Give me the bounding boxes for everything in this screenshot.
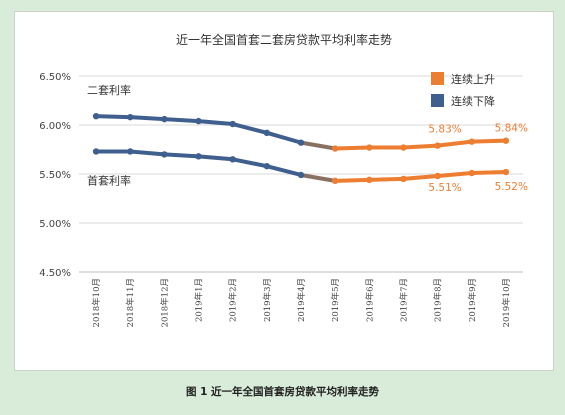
line-chart: 近一年全国首套二套房贷款平均利率走势 6.50% 6.00% 5.50% 5.00% 4… [39, 32, 528, 327]
data-point [127, 148, 134, 155]
x-tick-label: 2018年12月 [159, 278, 170, 327]
data-point [366, 144, 373, 151]
x-tick-label: 2019年8月 [433, 278, 444, 322]
series-line-up-first-home [333, 170, 508, 183]
x-tick-label: 2018年11月 [125, 278, 136, 327]
data-point [400, 144, 407, 151]
series-line-up-second-home [333, 138, 508, 151]
legend-label: 连续下降 [451, 94, 495, 108]
data-point [502, 168, 510, 176]
chart-card: 近一年全国首套二套房贷款平均利率走势 6.50% 6.00% 5.50% 5.00% 4… [14, 11, 554, 371]
data-point [366, 176, 373, 184]
data-point [195, 153, 202, 160]
data-point [127, 113, 134, 121]
data-label: 5.52% [495, 181, 528, 193]
x-tick-label: 2019年6月 [364, 278, 375, 322]
figure-caption: 图 1 近一年全国首套房贷款平均利率走势 [185, 386, 380, 398]
data-point [502, 137, 510, 144]
data-point [297, 171, 305, 179]
data-point [331, 145, 339, 152]
series-name-label: 首套利率 [87, 173, 131, 187]
series-name-label: 二套利率 [87, 83, 131, 97]
data-point [229, 156, 236, 163]
data-label: 5.51% [428, 182, 461, 194]
data-point [263, 162, 271, 170]
data-point [468, 169, 475, 177]
x-tick-label: 2019年4月 [296, 278, 307, 322]
y-tick-label: 6.50% [39, 72, 71, 83]
x-tick-label: 2019年7月 [398, 278, 409, 322]
data-point [297, 139, 305, 146]
series-line-transition [299, 140, 338, 151]
x-tick-label: 2019年10月 [501, 278, 512, 327]
data-label: 5.84% [495, 123, 528, 135]
legend-swatch [431, 94, 444, 107]
chart-title: 近一年全国首套二套房贷款平均利率走势 [176, 32, 392, 47]
data-point [161, 115, 168, 123]
data-point [434, 142, 441, 149]
data-point [229, 120, 236, 128]
legend-label: 连续上升 [451, 72, 495, 86]
x-tick-label: 2019年1月 [194, 278, 205, 322]
y-tick-label: 5.50% [39, 170, 71, 181]
data-point [400, 175, 407, 183]
x-tick-label: 2019年3月 [262, 278, 273, 322]
x-tick-label: 2019年5月 [330, 278, 341, 322]
data-point [263, 129, 271, 137]
data-point [195, 117, 202, 125]
data-label: 5.83% [428, 124, 461, 136]
data-point [468, 138, 475, 145]
y-tick-label: 5.00% [39, 219, 71, 230]
legend-swatch [431, 72, 444, 85]
y-tick-label: 6.00% [39, 121, 71, 132]
data-point [92, 112, 100, 120]
x-tick-label: 2018年10月 [91, 278, 102, 327]
series-line-transition [299, 172, 338, 183]
data-point [161, 151, 168, 158]
data-point [331, 177, 339, 185]
data-point [92, 148, 100, 155]
data-point [434, 172, 441, 180]
y-tick-label: 4.50% [39, 268, 71, 279]
x-tick-label: 2019年9月 [467, 278, 478, 322]
x-tick-label: 2019年2月 [228, 278, 239, 322]
